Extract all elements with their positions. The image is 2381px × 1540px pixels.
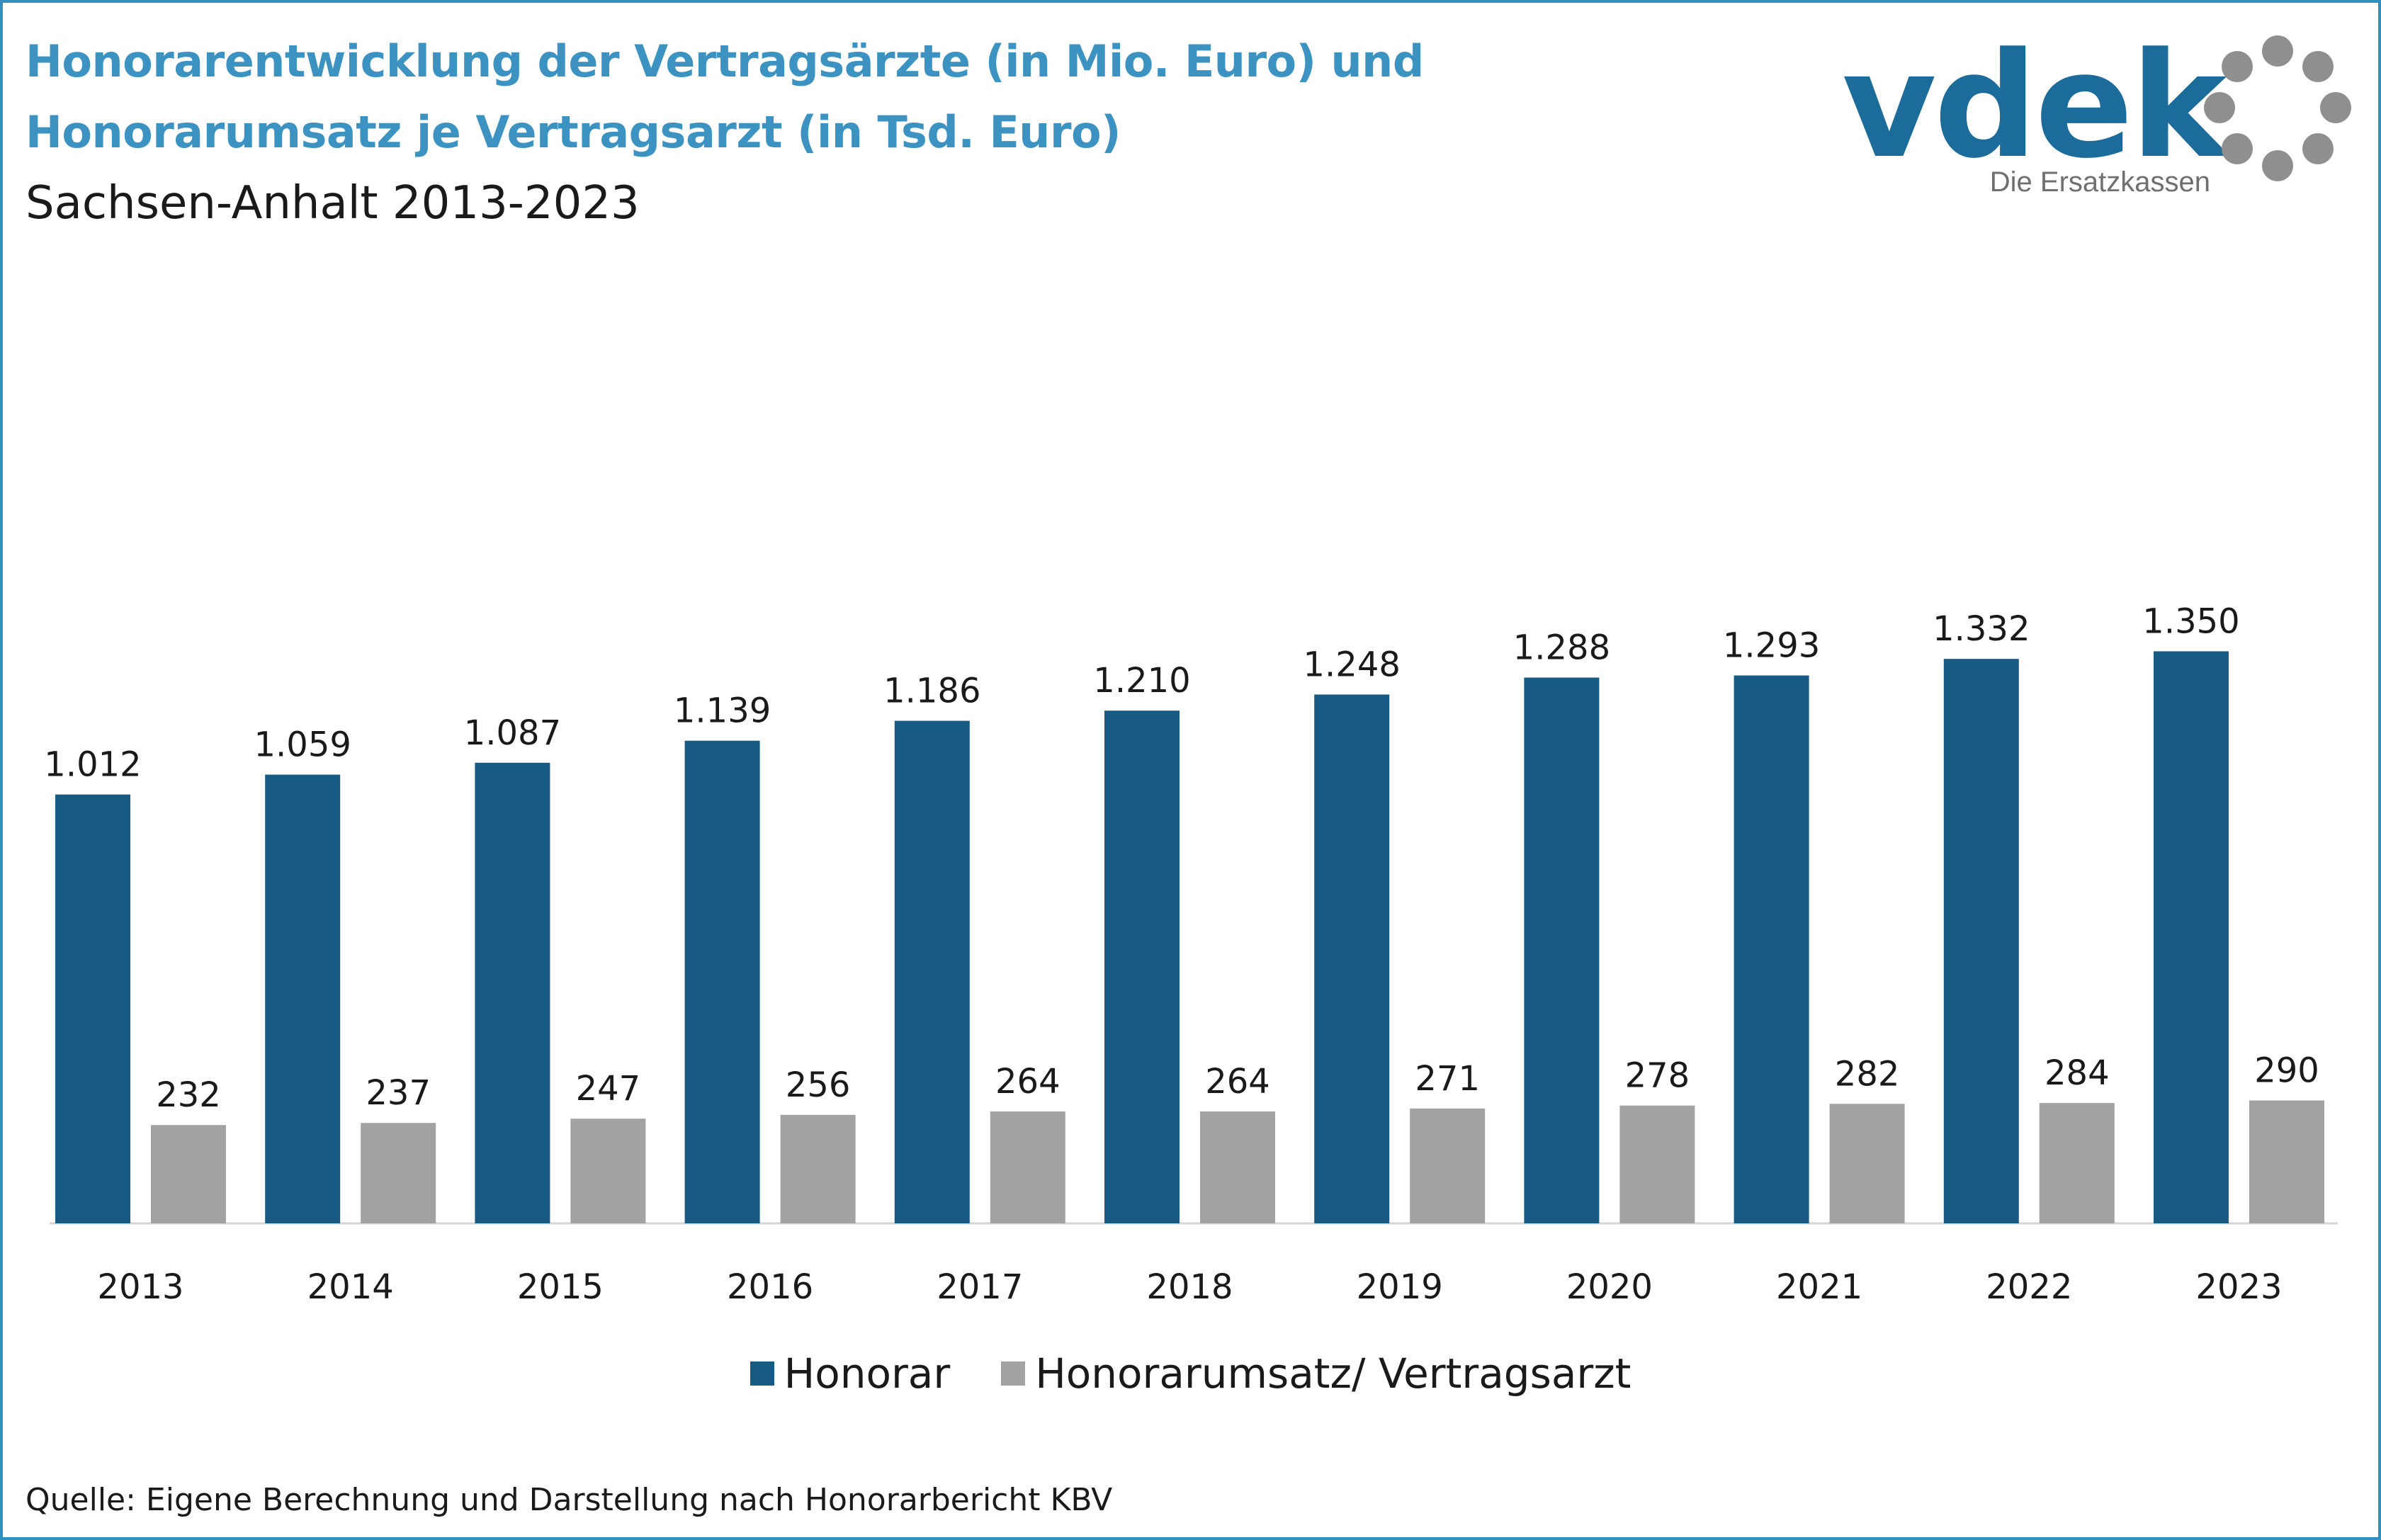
bar-honorar-2015 [475, 762, 550, 1223]
chart-legend: Honorar Honorarumsatz/ Vertragsarzt [0, 1349, 2381, 1398]
x-tick-label-2019: 2019 [1357, 1267, 1443, 1307]
value-label-umsatz-2019: 271 [1415, 1059, 1480, 1099]
bar-umsatz-2017 [990, 1111, 1065, 1223]
bar-umsatz-2013 [151, 1125, 226, 1223]
legend-item-honorar: Honorar [750, 1349, 951, 1398]
x-tick-label-2014: 2014 [307, 1267, 394, 1307]
value-label-umsatz-2018: 264 [1205, 1062, 1270, 1102]
bar-honorar-2023 [2154, 651, 2229, 1223]
value-label-umsatz-2023: 290 [2254, 1051, 2319, 1091]
chart-title-line-2: Honorarumsatz je Vertragsarzt (in Tsd. E… [26, 106, 1121, 158]
bar-umsatz-2016 [780, 1114, 856, 1223]
x-tick-labels-group: 2013 2014 2015 2016 2017 2018 2019 2020 2021 2022… [97, 1267, 2282, 1307]
bar-umsatz-2022 [2039, 1103, 2115, 1223]
value-label-umsatz-2017: 264 [995, 1062, 1061, 1102]
value-label-honorar-2013: 1.012 [44, 745, 141, 785]
x-tick-label-2013: 2013 [97, 1267, 183, 1307]
value-label-umsatz-2014: 237 [366, 1073, 431, 1113]
bar-umsatz-2018 [1200, 1111, 1275, 1223]
value-label-honorar-2015: 1.087 [464, 713, 561, 753]
bar-umsatz-2023 [2249, 1100, 2324, 1223]
legend-swatch-umsatz [1001, 1361, 1026, 1386]
x-tick-label-2022: 2022 [1986, 1267, 2072, 1307]
bar-honorar-2016 [684, 740, 760, 1223]
value-label-honorar-2016: 1.139 [674, 691, 771, 731]
bar-umsatz-2020 [1619, 1105, 1695, 1223]
bar-honorar-2020 [1524, 677, 1600, 1223]
logo-wordmark: vdek [1842, 22, 2230, 191]
value-label-honorar-2019: 1.248 [1303, 645, 1400, 684]
value-label-honorar-2018: 1.210 [1093, 661, 1190, 701]
value-label-honorar-2021: 1.293 [1723, 626, 1820, 666]
x-tick-label-2021: 2021 [1776, 1267, 1862, 1307]
value-label-honorar-2022: 1.332 [1933, 609, 2030, 649]
source-note: Quelle: Eigene Berechnung und Darstellun… [26, 1482, 1113, 1518]
value-label-honorar-2023: 1.350 [2142, 601, 2239, 641]
bar-honorar-2013 [55, 794, 130, 1223]
bar-honorar-2021 [1734, 675, 1809, 1223]
x-tick-label-2017: 2017 [937, 1267, 1023, 1307]
value-label-umsatz-2022: 284 [2045, 1053, 2110, 1093]
logo-ring-icon [2204, 35, 2351, 181]
legend-swatch-honorar [750, 1361, 774, 1386]
value-label-umsatz-2015: 247 [576, 1069, 641, 1109]
chart-title-line-1: Honorarentwicklung der Vertragsärzte (in… [26, 35, 1424, 87]
x-tick-label-2020: 2020 [1566, 1267, 1653, 1307]
bar-honorar-2014 [265, 774, 341, 1223]
x-tick-label-2015: 2015 [517, 1267, 604, 1307]
value-label-umsatz-2021: 282 [1835, 1054, 1900, 1094]
value-label-umsatz-2013: 232 [156, 1075, 221, 1115]
legend-item-umsatz: Honorarumsatz/ Vertragsarzt [1001, 1349, 1631, 1398]
x-tick-label-2016: 2016 [727, 1267, 813, 1307]
bar-honorar-2017 [894, 720, 970, 1223]
bar-honorar-2018 [1104, 710, 1180, 1223]
value-labels-group: 1.012 232 1.059 237 1.087 247 1.139 256 1.186 264… [44, 601, 2319, 1115]
value-label-honorar-2017: 1.186 [883, 672, 980, 711]
x-tick-label-2018: 2018 [1146, 1267, 1233, 1307]
bars-group [55, 651, 2324, 1223]
legend-label-umsatz: Honorarumsatz/ Vertragsarzt [1035, 1349, 1631, 1398]
logo-tagline: Die Ersatzkassen [1990, 166, 2210, 198]
bar-umsatz-2019 [1410, 1108, 1486, 1223]
chart-subtitle: Sachsen-Anhalt 2013-2023 [26, 177, 640, 230]
x-tick-label-2023: 2023 [2195, 1267, 2282, 1307]
vdek-logo: vdek Die Ersatzkassen [1842, 22, 2351, 198]
value-label-honorar-2014: 1.059 [254, 725, 351, 765]
value-label-umsatz-2016: 256 [786, 1065, 851, 1105]
bar-umsatz-2014 [361, 1123, 436, 1223]
value-label-honorar-2020: 1.288 [1513, 628, 1610, 668]
bar-umsatz-2021 [1829, 1104, 1905, 1223]
legend-label-honorar: Honorar [784, 1349, 951, 1398]
bar-honorar-2019 [1314, 694, 1390, 1223]
value-label-umsatz-2020: 278 [1625, 1056, 1690, 1096]
bar-umsatz-2015 [570, 1119, 646, 1223]
bar-honorar-2022 [1943, 659, 2019, 1223]
